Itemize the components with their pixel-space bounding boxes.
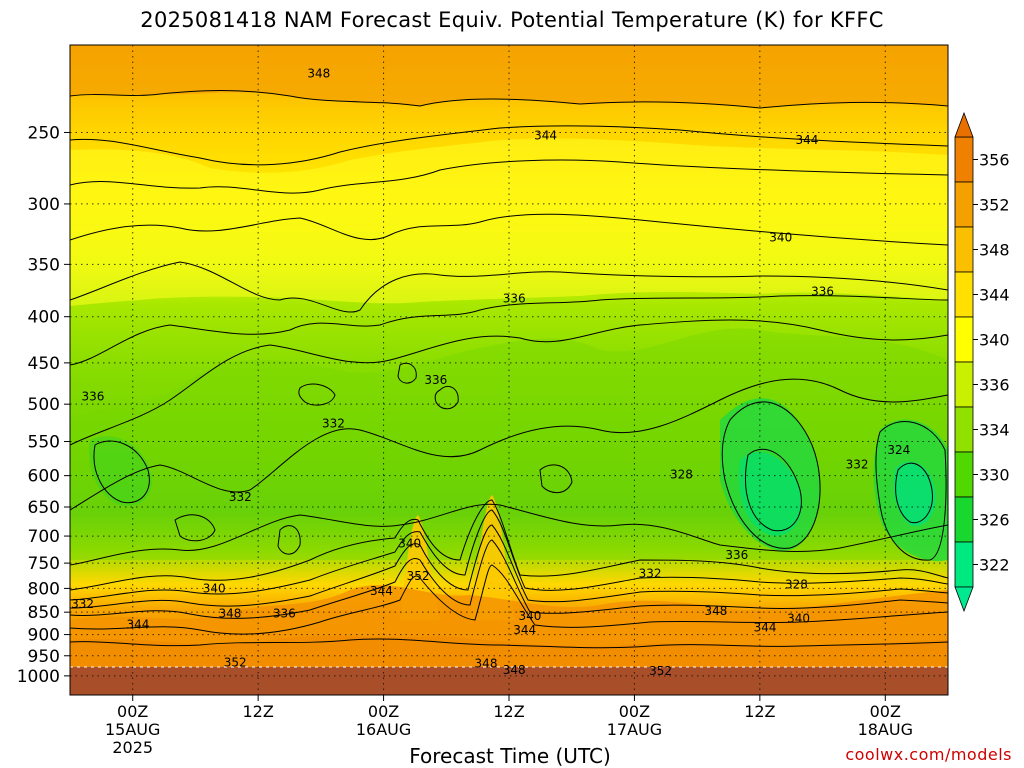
colorbar-label: 326 xyxy=(979,511,1010,530)
y-tick-label: 300 xyxy=(28,195,60,215)
y-tick-label: 450 xyxy=(28,354,60,374)
contour-label: 340 xyxy=(398,536,421,550)
contour-label: 332 xyxy=(229,490,252,504)
contour-label: 336 xyxy=(503,292,526,306)
colorbar: 356 352 348 344 340 336 334 330 326 322 xyxy=(954,111,1010,613)
colorbar-swatch xyxy=(954,136,974,183)
y-tick-label: 750 xyxy=(28,554,60,574)
y-tick-label: 400 xyxy=(28,308,60,328)
colorbar-swatch xyxy=(954,226,974,273)
y-tick-label: 900 xyxy=(28,626,60,646)
y-tick-label: 950 xyxy=(28,647,60,667)
colorbar-label: 352 xyxy=(979,196,1010,215)
x-tick-label: 17AUG xyxy=(607,720,662,739)
y-tick-label: 1000 xyxy=(17,667,60,687)
x-tick-label: 12Z xyxy=(493,702,524,721)
ground-below-surface xyxy=(70,667,948,695)
x-tick-label: 00Z xyxy=(117,702,148,721)
contour-label: 352 xyxy=(224,656,247,670)
contour-label: 348 xyxy=(218,607,241,621)
contour-label: 348 xyxy=(503,663,526,677)
colorbar-min-arrow xyxy=(954,586,974,613)
x-tick-label: 00Z xyxy=(368,702,399,721)
x-tick-label: 00Z xyxy=(870,702,901,721)
x-tick-label: 2025 xyxy=(112,738,153,757)
contour-label: 344 xyxy=(370,584,393,598)
credit-link[interactable]: coolwx.com/models xyxy=(845,745,1012,764)
colorbar-label: 348 xyxy=(979,241,1010,260)
contour-label: 348 xyxy=(475,657,498,671)
chart-title: 2025081418 NAM Forecast Equiv. Potential… xyxy=(140,8,884,32)
contour-label: 332 xyxy=(322,416,345,430)
x-axis-title: Forecast Time (UTC) xyxy=(409,744,611,768)
colorbar-swatch xyxy=(954,316,974,363)
contour-label: 328 xyxy=(785,577,808,591)
colorbar-swatch xyxy=(954,406,974,453)
contour-label: 332 xyxy=(846,457,869,471)
contour-lines xyxy=(70,90,948,649)
colorbar-label: 322 xyxy=(979,556,1010,575)
contour-label: 344 xyxy=(513,623,536,637)
contour-label: 344 xyxy=(754,621,777,635)
y-tick-label: 800 xyxy=(28,579,60,599)
contour-label: 340 xyxy=(203,581,226,595)
contour-label: 344 xyxy=(534,129,557,143)
colorbar-label: 330 xyxy=(979,466,1010,485)
x-tick-label: 18AUG xyxy=(858,720,913,739)
y-tick-label: 250 xyxy=(28,123,60,143)
y-tick-label: 550 xyxy=(28,433,60,453)
contour-label: 332 xyxy=(639,566,662,580)
colorbar-swatch xyxy=(954,181,974,228)
contour-label: 336 xyxy=(811,284,834,298)
contour-label: 328 xyxy=(670,467,693,481)
contour-label: 348 xyxy=(705,604,728,618)
contour-label: 336 xyxy=(725,548,748,562)
colorbar-swatch xyxy=(954,541,974,588)
colorbar-label: 340 xyxy=(979,331,1010,350)
colorbar-label: 344 xyxy=(979,286,1010,305)
colorbar-swatch xyxy=(954,271,974,318)
colorbar-label: 336 xyxy=(979,376,1010,395)
contour-label: 352 xyxy=(649,664,672,678)
y-tick-label: 650 xyxy=(28,498,60,518)
y-tick-label: 600 xyxy=(28,467,60,487)
contour-label: 352 xyxy=(407,569,430,583)
y-axis-pressure: 250 300 350 400 450 500 550 600 650 700 750 800 850 9… xyxy=(17,123,70,687)
contour-label: 336 xyxy=(424,373,447,387)
contour-label: 340 xyxy=(518,609,541,623)
x-tick-label: 15AUG xyxy=(105,720,160,739)
x-tick-label: 00Z xyxy=(619,702,650,721)
contour-label: 340 xyxy=(787,612,810,626)
colorbar-max-arrow xyxy=(954,111,974,138)
y-tick-label: 350 xyxy=(28,255,60,275)
contour-label: 332 xyxy=(71,597,94,611)
x-tick-label: 12Z xyxy=(242,702,273,721)
contour-label: 344 xyxy=(126,617,149,631)
contour-label: 336 xyxy=(82,389,105,403)
grid-lines xyxy=(70,45,948,695)
x-tick-label: 16AUG xyxy=(356,720,411,739)
contour-label: 348 xyxy=(307,66,330,80)
contour-label: 344 xyxy=(795,133,818,147)
colorbar-label: 356 xyxy=(979,151,1010,170)
colorbar-swatch xyxy=(954,361,974,408)
y-tick-label: 850 xyxy=(28,603,60,623)
contour-label: 336 xyxy=(273,607,296,621)
contour-label: 340 xyxy=(769,231,792,245)
y-tick-label: 500 xyxy=(28,395,60,415)
colorbar-label: 334 xyxy=(979,421,1010,440)
colorbar-swatch xyxy=(954,496,974,543)
colorbar-swatch xyxy=(954,451,974,498)
contour-label: 324 xyxy=(887,443,910,457)
x-tick-label: 12Z xyxy=(744,702,775,721)
y-tick-label: 700 xyxy=(28,527,60,547)
